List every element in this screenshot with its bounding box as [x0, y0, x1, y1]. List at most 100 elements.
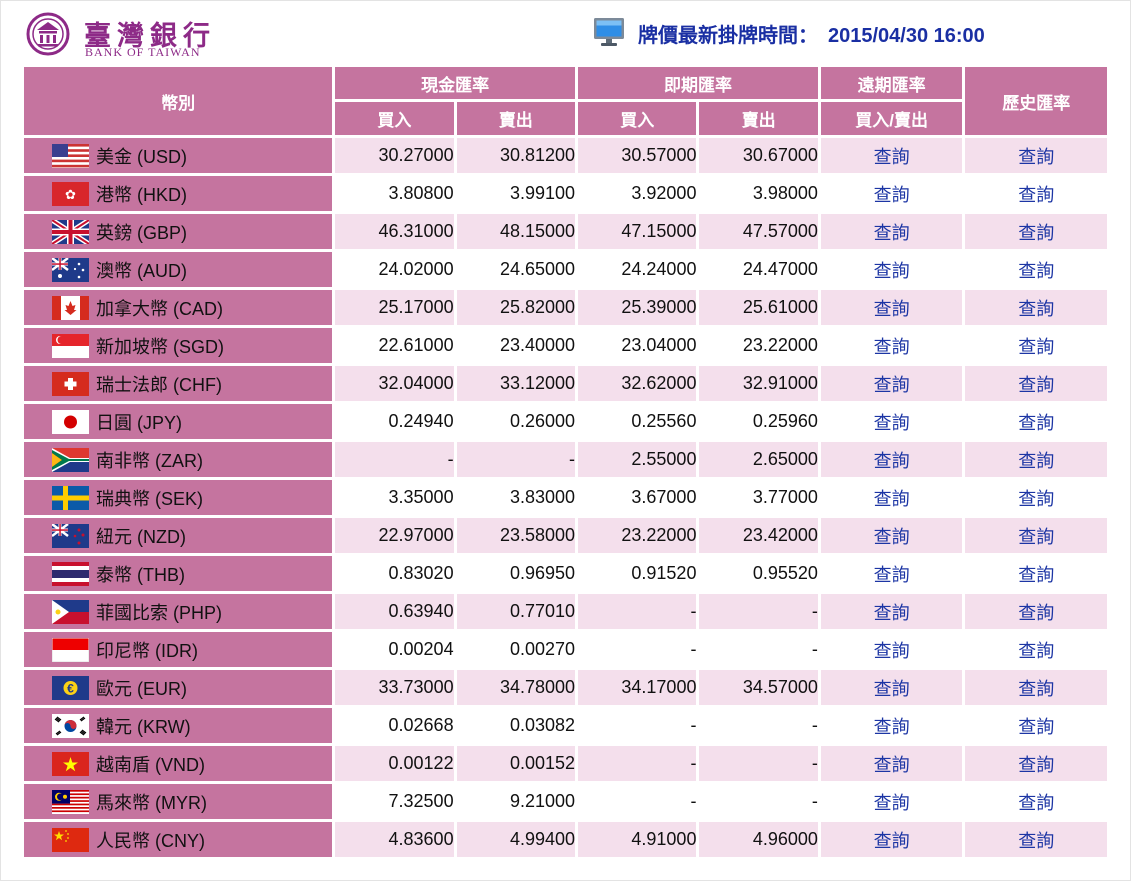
- ch-flag-icon: [52, 371, 89, 396]
- history-query-link[interactable]: 查詢: [1018, 450, 1055, 471]
- history-rate-cell: 查詢: [965, 176, 1107, 211]
- header-cash-sell: 賣出: [456, 102, 576, 135]
- spot-sell-cell: 23.42000: [699, 518, 818, 553]
- cash-buy-cell: 22.61000: [335, 328, 454, 363]
- table-row: 加拿大幣 (CAD) 25.17000 25.82000 25.39000 25.610…: [24, 290, 1107, 325]
- forward-query-link[interactable]: 查詢: [873, 526, 910, 547]
- forward-query-link[interactable]: 查詢: [873, 716, 910, 737]
- bank-name-en: BANK OF TAIWAN: [85, 45, 201, 59]
- spot-buy-cell: -: [578, 708, 697, 743]
- forward-query-link[interactable]: 查詢: [873, 830, 910, 851]
- table-row: 南非幣 (ZAR) - -2.55000 2.65000 查詢 查詢: [24, 442, 1107, 477]
- cash-sell-cell: 4.99400: [456, 822, 576, 857]
- header-forward-rate: 遠期匯率: [820, 67, 963, 99]
- forward-rate-cell: 查詢: [820, 176, 963, 211]
- table-row: ✿ 港幣 (HKD) 3.80800 3.99100 3.92000 3.98000 查詢 查…: [24, 176, 1107, 211]
- th-flag-icon: [52, 561, 89, 586]
- forward-query-link[interactable]: 查詢: [873, 488, 910, 509]
- cash-sell-cell: 24.65000: [456, 252, 576, 287]
- history-query-link[interactable]: 查詢: [1018, 146, 1055, 167]
- history-query-link[interactable]: 查詢: [1018, 298, 1055, 319]
- history-query-link[interactable]: 查詢: [1018, 602, 1055, 623]
- currency-name: 越南盾 (VND): [96, 754, 205, 775]
- history-rate-cell: 查詢: [965, 366, 1107, 401]
- history-rate-cell: 查詢: [965, 290, 1107, 325]
- forward-query-link[interactable]: 查詢: [873, 222, 910, 243]
- forward-query-link[interactable]: 查詢: [873, 146, 910, 167]
- history-query-link[interactable]: 查詢: [1018, 374, 1055, 395]
- history-query-link[interactable]: 查詢: [1018, 412, 1055, 433]
- forward-query-link[interactable]: 查詢: [873, 450, 910, 471]
- currency-cell: 紐元 (NZD): [24, 518, 333, 553]
- header-spot-buy: 買入: [578, 102, 697, 135]
- history-rate-cell: 查詢: [965, 328, 1107, 363]
- history-query-link[interactable]: 查詢: [1018, 640, 1055, 661]
- history-query-link[interactable]: 查詢: [1018, 526, 1055, 547]
- bank-name-zh: 臺灣銀行: [84, 21, 216, 52]
- forward-query-link[interactable]: 查詢: [873, 640, 910, 661]
- table-row: 韓元 (KRW) 0.02668 0.03082- - 查詢 查詢: [24, 708, 1107, 743]
- currency-cell: 美金 (USD): [24, 138, 333, 173]
- forward-query-link[interactable]: 查詢: [873, 260, 910, 281]
- table-row: 印尼幣 (IDR) 0.00204 0.00270- - 查詢 查詢: [24, 632, 1107, 667]
- forward-rate-cell: 查詢: [820, 822, 963, 857]
- spot-buy-cell: 0.91520: [578, 556, 697, 591]
- cash-buy-cell: 0.02668: [335, 708, 454, 743]
- forward-query-link[interactable]: 查詢: [873, 374, 910, 395]
- history-query-link[interactable]: 查詢: [1018, 184, 1055, 205]
- history-query-link[interactable]: 查詢: [1018, 716, 1055, 737]
- cash-buy-cell: 24.02000: [335, 252, 454, 287]
- history-query-link[interactable]: 查詢: [1018, 754, 1055, 775]
- forward-query-link[interactable]: 查詢: [873, 336, 910, 357]
- history-query-link[interactable]: 查詢: [1018, 792, 1055, 813]
- forward-rate-cell: 查詢: [820, 556, 963, 591]
- header-cash-rate: 現金匯率: [335, 67, 576, 99]
- history-query-link[interactable]: 查詢: [1018, 222, 1055, 243]
- ca-flag-icon: [52, 295, 89, 320]
- cash-buy-cell: 25.17000: [335, 290, 454, 325]
- forward-query-link[interactable]: 查詢: [873, 412, 910, 433]
- forward-query-link[interactable]: 查詢: [873, 678, 910, 699]
- forward-query-link[interactable]: 查詢: [873, 298, 910, 319]
- spot-buy-cell: -: [578, 784, 697, 819]
- currency-cell: 新加坡幣 (SGD): [24, 328, 333, 363]
- currency-name: 印尼幣 (IDR): [96, 640, 198, 661]
- sg-flag-icon: [52, 333, 89, 358]
- spot-buy-cell: 3.67000: [578, 480, 697, 515]
- history-query-link[interactable]: 查詢: [1018, 564, 1055, 585]
- cash-sell-cell: 0.96950: [456, 556, 576, 591]
- history-rate-cell: 查詢: [965, 670, 1107, 705]
- forward-query-link[interactable]: 查詢: [873, 792, 910, 813]
- cash-sell-cell: 0.77010: [456, 594, 576, 629]
- currency-cell: 英鎊 (GBP): [24, 214, 333, 249]
- bank-logo[interactable]: 臺灣銀行 BANK OF TAIWAN: [26, 12, 226, 60]
- history-rate-cell: 查詢: [965, 442, 1107, 477]
- forward-query-link[interactable]: 查詢: [873, 564, 910, 585]
- history-query-link[interactable]: 查詢: [1018, 830, 1055, 851]
- update-datetime: 2015/04/30 16:00: [828, 25, 985, 47]
- spot-sell-cell: 3.77000: [699, 480, 818, 515]
- currency-cell: 泰幣 (THB): [24, 556, 333, 591]
- table-row: 紐元 (NZD) 22.97000 23.58000 23.22000 23.42000…: [24, 518, 1107, 553]
- currency-name: 韓元 (KRW): [96, 716, 191, 737]
- cash-sell-cell: 3.99100: [456, 176, 576, 211]
- table-row: 美金 (USD) 30.27000 30.81200 30.57000 30.67000…: [24, 138, 1107, 173]
- history-query-link[interactable]: 查詢: [1018, 678, 1055, 699]
- history-query-link[interactable]: 查詢: [1018, 488, 1055, 509]
- currency-cell: 韓元 (KRW): [24, 708, 333, 743]
- id-flag-icon: [52, 637, 89, 662]
- forward-query-link[interactable]: 查詢: [873, 184, 910, 205]
- currency-name: 加拿大幣 (CAD): [96, 298, 223, 319]
- forward-rate-cell: 查詢: [820, 594, 963, 629]
- forward-query-link[interactable]: 查詢: [873, 602, 910, 623]
- forward-rate-cell: 查詢: [820, 290, 963, 325]
- spot-buy-cell: 3.92000: [578, 176, 697, 211]
- cash-sell-cell: 3.83000: [456, 480, 576, 515]
- nz-flag-icon: [52, 523, 89, 548]
- spot-sell-cell: -: [699, 708, 818, 743]
- history-query-link[interactable]: 查詢: [1018, 260, 1055, 281]
- forward-query-link[interactable]: 查詢: [873, 754, 910, 775]
- au-flag-icon: [52, 257, 89, 282]
- currency-name: 泰幣 (THB): [96, 564, 185, 585]
- history-query-link[interactable]: 查詢: [1018, 336, 1055, 357]
